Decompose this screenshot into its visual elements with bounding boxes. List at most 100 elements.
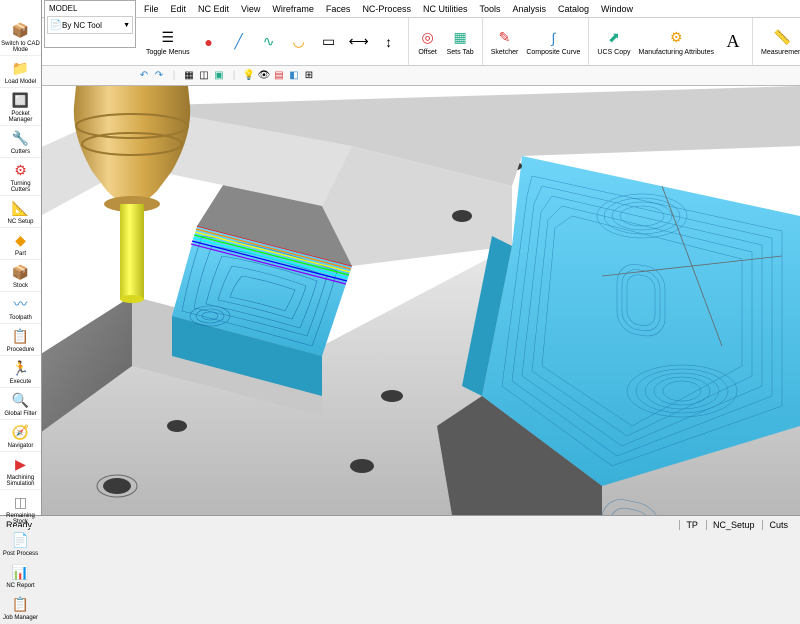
- left-global-filter[interactable]: 🔍Global Filter: [0, 388, 41, 420]
- menu-nc-utilities[interactable]: NC Utilities: [417, 4, 474, 14]
- model-panel-header: MODEL: [47, 3, 133, 14]
- grid-icon[interactable]: ⊞: [303, 70, 315, 82]
- eye-icon[interactable]: 👁: [258, 70, 270, 82]
- model-panel-item[interactable]: 📄 By NC Tool ▼: [47, 16, 133, 34]
- toolbar-btn-6[interactable]: ⟷: [344, 30, 374, 54]
- turning-cutters-icon: ⚙: [11, 160, 31, 180]
- layer-icon[interactable]: ▤: [273, 70, 285, 82]
- menu-view[interactable]: View: [235, 4, 266, 14]
- menu-file[interactable]: File: [138, 4, 165, 14]
- left-cutters[interactable]: 🔧Cutters: [0, 126, 41, 158]
- sketcher-button[interactable]: ✎ Sketcher: [487, 26, 523, 58]
- left-nc-report[interactable]: 📊NC Report: [0, 560, 41, 592]
- toolbar-btn-4[interactable]: ◡: [284, 30, 314, 54]
- status-nc_setup: NC_Setup: [706, 520, 761, 530]
- job-manager-icon: 📋: [11, 594, 31, 614]
- part-icon: ◆: [11, 230, 31, 250]
- post-process-icon: 📄: [11, 530, 31, 550]
- menu-catalog[interactable]: Catalog: [552, 4, 595, 14]
- menu-window[interactable]: Window: [595, 4, 639, 14]
- toolbar-secondary: ↶ ↷ | ▦ ◫ ▣ | 💡 👁 ▤ ◧ ⊞: [0, 66, 800, 86]
- line-icon: ╱: [229, 32, 249, 52]
- ucs-copy-button[interactable]: ⬈ UCS Copy: [593, 26, 634, 58]
- toggle-menus-button[interactable]: ☰ Toggle Menus: [142, 26, 194, 58]
- toolpath-icon: 〰: [11, 294, 31, 314]
- stock-icon: 📦: [11, 262, 31, 282]
- rect-icon: ▭: [319, 32, 339, 52]
- sets-tab-button[interactable]: ▦ Sets Tab: [443, 26, 478, 58]
- left-procedure[interactable]: 📋Procedure: [0, 324, 41, 356]
- menu-faces[interactable]: Faces: [320, 4, 357, 14]
- measurement-button[interactable]: 📏 Measurement: [757, 26, 800, 58]
- curve-icon: ∿: [259, 32, 279, 52]
- left-toolpath[interactable]: 〰Toolpath: [0, 292, 41, 324]
- redo-icon[interactable]: ↷: [153, 70, 165, 82]
- manufacturing-button[interactable]: ⚙ Manufacturing Attributes: [635, 26, 719, 58]
- left-navigator[interactable]: 🧭Navigator: [0, 420, 41, 452]
- sep2: |: [228, 70, 240, 82]
- global-filter-icon: 🔍: [11, 390, 31, 410]
- toolbar-btn-1[interactable]: ●: [194, 30, 224, 54]
- load-model-icon: 📁: [11, 58, 31, 78]
- mfg-icon: ⚙: [666, 28, 686, 48]
- left-pocket-manager[interactable]: 🔲Pocket Manager: [0, 88, 41, 126]
- menu-nc-process[interactable]: NC-Process: [356, 4, 417, 14]
- status-cuts: Cuts: [762, 520, 794, 530]
- view-icon-1[interactable]: ▦: [183, 70, 195, 82]
- viewport[interactable]: [42, 86, 800, 515]
- menu-tools[interactable]: Tools: [473, 4, 506, 14]
- left-nc-setup[interactable]: 📐NC Setup: [0, 196, 41, 228]
- cutters-icon: 🔧: [11, 128, 31, 148]
- menu-edit[interactable]: Edit: [165, 4, 193, 14]
- nc-report-icon: 📊: [11, 562, 31, 582]
- execute-icon: 🏃: [11, 358, 31, 378]
- toolbar-btn-5[interactable]: ▭: [314, 30, 344, 54]
- left-panel: 📦Switch to CAD Mode📁Load Model🔲Pocket Ma…: [0, 0, 42, 515]
- left-job-manager[interactable]: 📋Job Manager: [0, 592, 41, 624]
- point-icon: ●: [199, 32, 219, 52]
- navigator-icon: 🧭: [11, 422, 31, 442]
- toolbar-btn-7[interactable]: ↕: [374, 30, 404, 54]
- procedure-icon: 📋: [11, 326, 31, 346]
- left-part[interactable]: ◆Part: [0, 228, 41, 260]
- switch-to-cad-mode-icon: 📦: [11, 20, 31, 40]
- measure-icon: 📏: [772, 28, 792, 48]
- composite-button[interactable]: ∫ Composite Curve: [522, 26, 584, 58]
- offset-button[interactable]: ◎ Offset: [413, 26, 443, 58]
- pocket-manager-icon: 🔲: [11, 90, 31, 110]
- chevron-down-icon: ▼: [123, 22, 130, 29]
- model-panel-item-label: By NC Tool: [62, 21, 102, 30]
- left-machining-simulation[interactable]: ▶Machining Simulation: [0, 452, 41, 490]
- text-icon: A: [723, 32, 743, 52]
- menu-icon: ☰: [158, 28, 178, 48]
- offset-icon: ◎: [418, 28, 438, 48]
- render-svg: [42, 86, 800, 515]
- menu-analysis[interactable]: Analysis: [506, 4, 552, 14]
- bulb-icon[interactable]: 💡: [243, 70, 255, 82]
- model-panel: MODEL 📄 By NC Tool ▼: [44, 0, 136, 48]
- remaining-stock-icon: ◫: [11, 492, 31, 512]
- arc-icon: ◡: [289, 32, 309, 52]
- cube-icon[interactable]: ◧: [288, 70, 300, 82]
- view-icon-3[interactable]: ▣: [213, 70, 225, 82]
- machining-simulation-icon: ▶: [11, 454, 31, 474]
- left-remaining-stock[interactable]: ◫Remaining Stock: [0, 490, 41, 528]
- menu-nc-edit[interactable]: NC Edit: [192, 4, 235, 14]
- left-execute[interactable]: 🏃Execute: [0, 356, 41, 388]
- text-button[interactable]: A: [718, 30, 748, 54]
- left-stock[interactable]: 📦Stock: [0, 260, 41, 292]
- left-switch-to-cad-mode[interactable]: 📦Switch to CAD Mode: [0, 18, 41, 56]
- composite-icon: ∫: [543, 28, 563, 48]
- sets-icon: ▦: [450, 28, 470, 48]
- view-icon-2[interactable]: ◫: [198, 70, 210, 82]
- sep: |: [168, 70, 180, 82]
- menu-wireframe[interactable]: Wireframe: [266, 4, 320, 14]
- nc-setup-icon: 📐: [11, 198, 31, 218]
- toolbar-btn-3[interactable]: ∿: [254, 30, 284, 54]
- left-turning-cutters[interactable]: ⚙Turning Cutters: [0, 158, 41, 196]
- left-load-model[interactable]: 📁Load Model: [0, 56, 41, 88]
- ucs-icon: ⬈: [604, 28, 624, 48]
- sketcher-icon: ✎: [495, 28, 515, 48]
- undo-icon[interactable]: ↶: [138, 70, 150, 82]
- toolbar-btn-2[interactable]: ╱: [224, 30, 254, 54]
